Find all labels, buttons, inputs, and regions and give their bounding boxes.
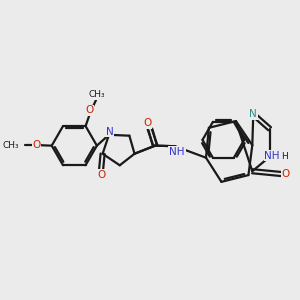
Text: NH: NH	[169, 146, 185, 156]
Text: H: H	[281, 152, 288, 161]
Text: CH₃: CH₃	[3, 141, 19, 150]
Text: O: O	[282, 169, 290, 179]
Text: O: O	[97, 169, 105, 180]
Text: NH: NH	[169, 147, 184, 157]
Text: O: O	[32, 140, 41, 150]
Text: O: O	[143, 118, 152, 128]
Text: NH: NH	[264, 151, 280, 160]
Text: O: O	[85, 106, 94, 116]
Text: CH₃: CH₃	[88, 90, 105, 99]
Text: N: N	[106, 127, 113, 137]
Text: O: O	[142, 118, 151, 129]
Text: N: N	[249, 109, 257, 119]
